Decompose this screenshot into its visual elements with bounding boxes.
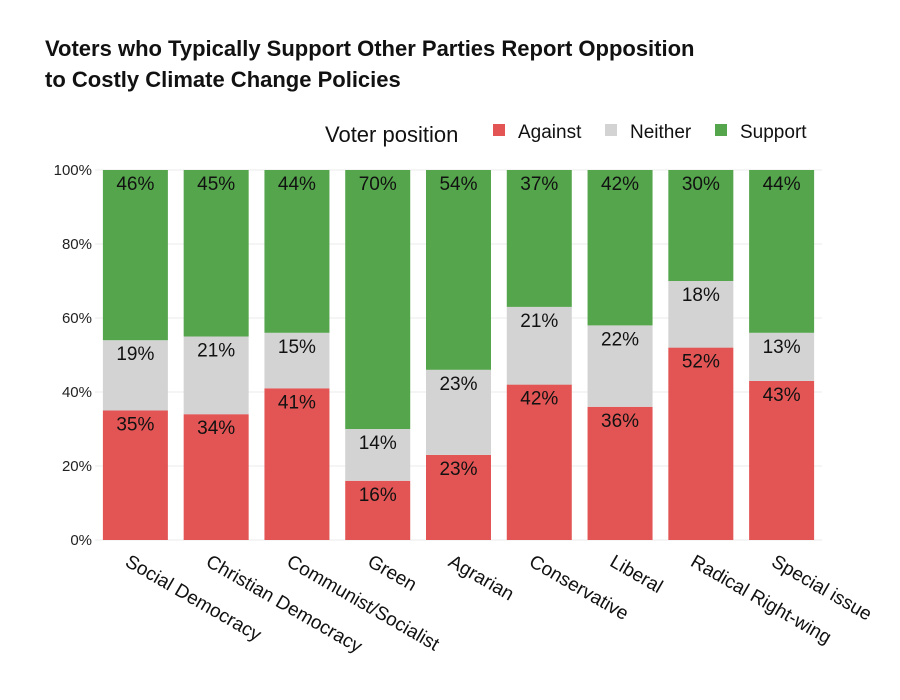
x-category-label: Green xyxy=(364,551,420,596)
data-label-support: 30% xyxy=(682,174,720,195)
data-label-support: 42% xyxy=(601,174,639,195)
bar-segment-neither xyxy=(749,332,815,381)
bar-segment-neither xyxy=(506,306,572,385)
data-label-support: 70% xyxy=(359,174,397,195)
data-label-support: 46% xyxy=(116,174,154,195)
data-label-against: 16% xyxy=(359,485,397,506)
data-label-support: 37% xyxy=(520,174,558,195)
data-label-support: 44% xyxy=(763,174,801,195)
data-label-against: 35% xyxy=(116,415,154,436)
data-label-neither: 13% xyxy=(763,337,801,358)
data-label-neither: 14% xyxy=(359,433,397,454)
y-tick-label: 0% xyxy=(70,532,92,549)
bar-segment-against xyxy=(264,388,330,540)
legend-label-against: Against xyxy=(518,122,582,143)
bar-segment-support xyxy=(749,170,815,333)
data-label-neither: 22% xyxy=(601,329,639,350)
data-label-neither: 15% xyxy=(278,337,316,358)
bar-segment-against xyxy=(345,480,411,540)
bar-segment-support xyxy=(506,170,572,307)
chart-title: Voters who Typically Support Other Parti… xyxy=(45,36,694,92)
bar-segment-support xyxy=(183,170,249,337)
x-category-label: Liberal xyxy=(606,551,666,598)
data-label-neither: 19% xyxy=(116,344,154,365)
data-label-against: 42% xyxy=(520,389,558,410)
bar-segment-against xyxy=(183,414,249,540)
x-category-label: Social Democracy xyxy=(121,551,265,646)
chart-title-line-2: to Costly Climate Change Policies xyxy=(45,67,401,92)
bar-segment-support xyxy=(345,170,411,429)
data-label-against: 43% xyxy=(763,385,801,406)
bar-segment-neither xyxy=(426,369,491,455)
bar-segment-support xyxy=(426,170,491,370)
data-label-against: 41% xyxy=(278,392,316,413)
legend: Voter position Against Neither Support xyxy=(325,122,807,147)
bar-segment-against xyxy=(587,406,653,540)
bar-segment-neither xyxy=(264,332,330,389)
y-tick-label: 40% xyxy=(62,384,92,401)
data-label-against: 36% xyxy=(601,411,639,432)
bars xyxy=(102,170,815,540)
x-category-label: Agrarian xyxy=(445,551,518,605)
y-axis: 0% 20% 40% 60% 80% 100% xyxy=(54,162,92,549)
bar-segment-against xyxy=(668,347,734,540)
data-label-against: 34% xyxy=(197,418,235,439)
data-label-neither: 21% xyxy=(197,341,235,362)
data-label-support: 54% xyxy=(439,174,477,195)
bar-segment-neither xyxy=(102,340,168,411)
legend-label-support: Support xyxy=(740,122,807,143)
data-label-neither: 18% xyxy=(682,285,720,306)
legend-title: Voter position xyxy=(325,122,458,147)
legend-items: Against Neither Support xyxy=(493,122,807,143)
data-label-neither: 21% xyxy=(520,311,558,332)
y-tick-label: 60% xyxy=(62,310,92,327)
bar-segment-neither xyxy=(668,281,734,348)
bar-segment-against xyxy=(749,380,815,540)
bar-segment-support xyxy=(587,170,653,326)
data-label-against: 23% xyxy=(439,459,477,480)
data-label-support: 44% xyxy=(278,174,316,195)
bar-segment-against xyxy=(426,454,491,540)
legend-swatch-support xyxy=(715,124,727,136)
legend-label-neither: Neither xyxy=(630,122,692,143)
data-label-against: 52% xyxy=(682,352,720,373)
bar-segment-support xyxy=(668,170,734,281)
bar-segment-support xyxy=(264,170,330,333)
x-category-label: Radical Right-wing xyxy=(687,551,835,648)
y-tick-label: 20% xyxy=(62,458,92,475)
legend-swatch-neither xyxy=(605,124,617,136)
legend-swatch-against xyxy=(493,124,505,136)
data-labels: 35% 19% 46% 34% 21% 45% 41% 15% 44% 16% 14% 70% 23% 2… xyxy=(116,174,800,506)
bar-segment-against xyxy=(506,384,572,540)
data-label-neither: 23% xyxy=(439,374,477,395)
bar-segment-neither xyxy=(183,336,249,415)
y-tick-label: 100% xyxy=(54,162,92,179)
bar-segment-neither xyxy=(345,429,411,481)
y-tick-label: 80% xyxy=(62,236,92,253)
bar-segment-support xyxy=(102,170,168,341)
data-label-support: 45% xyxy=(197,174,235,195)
bar-segment-against xyxy=(102,410,168,540)
chart-title-line-1: Voters who Typically Support Other Parti… xyxy=(45,36,694,61)
bar-segment-neither xyxy=(587,325,653,407)
